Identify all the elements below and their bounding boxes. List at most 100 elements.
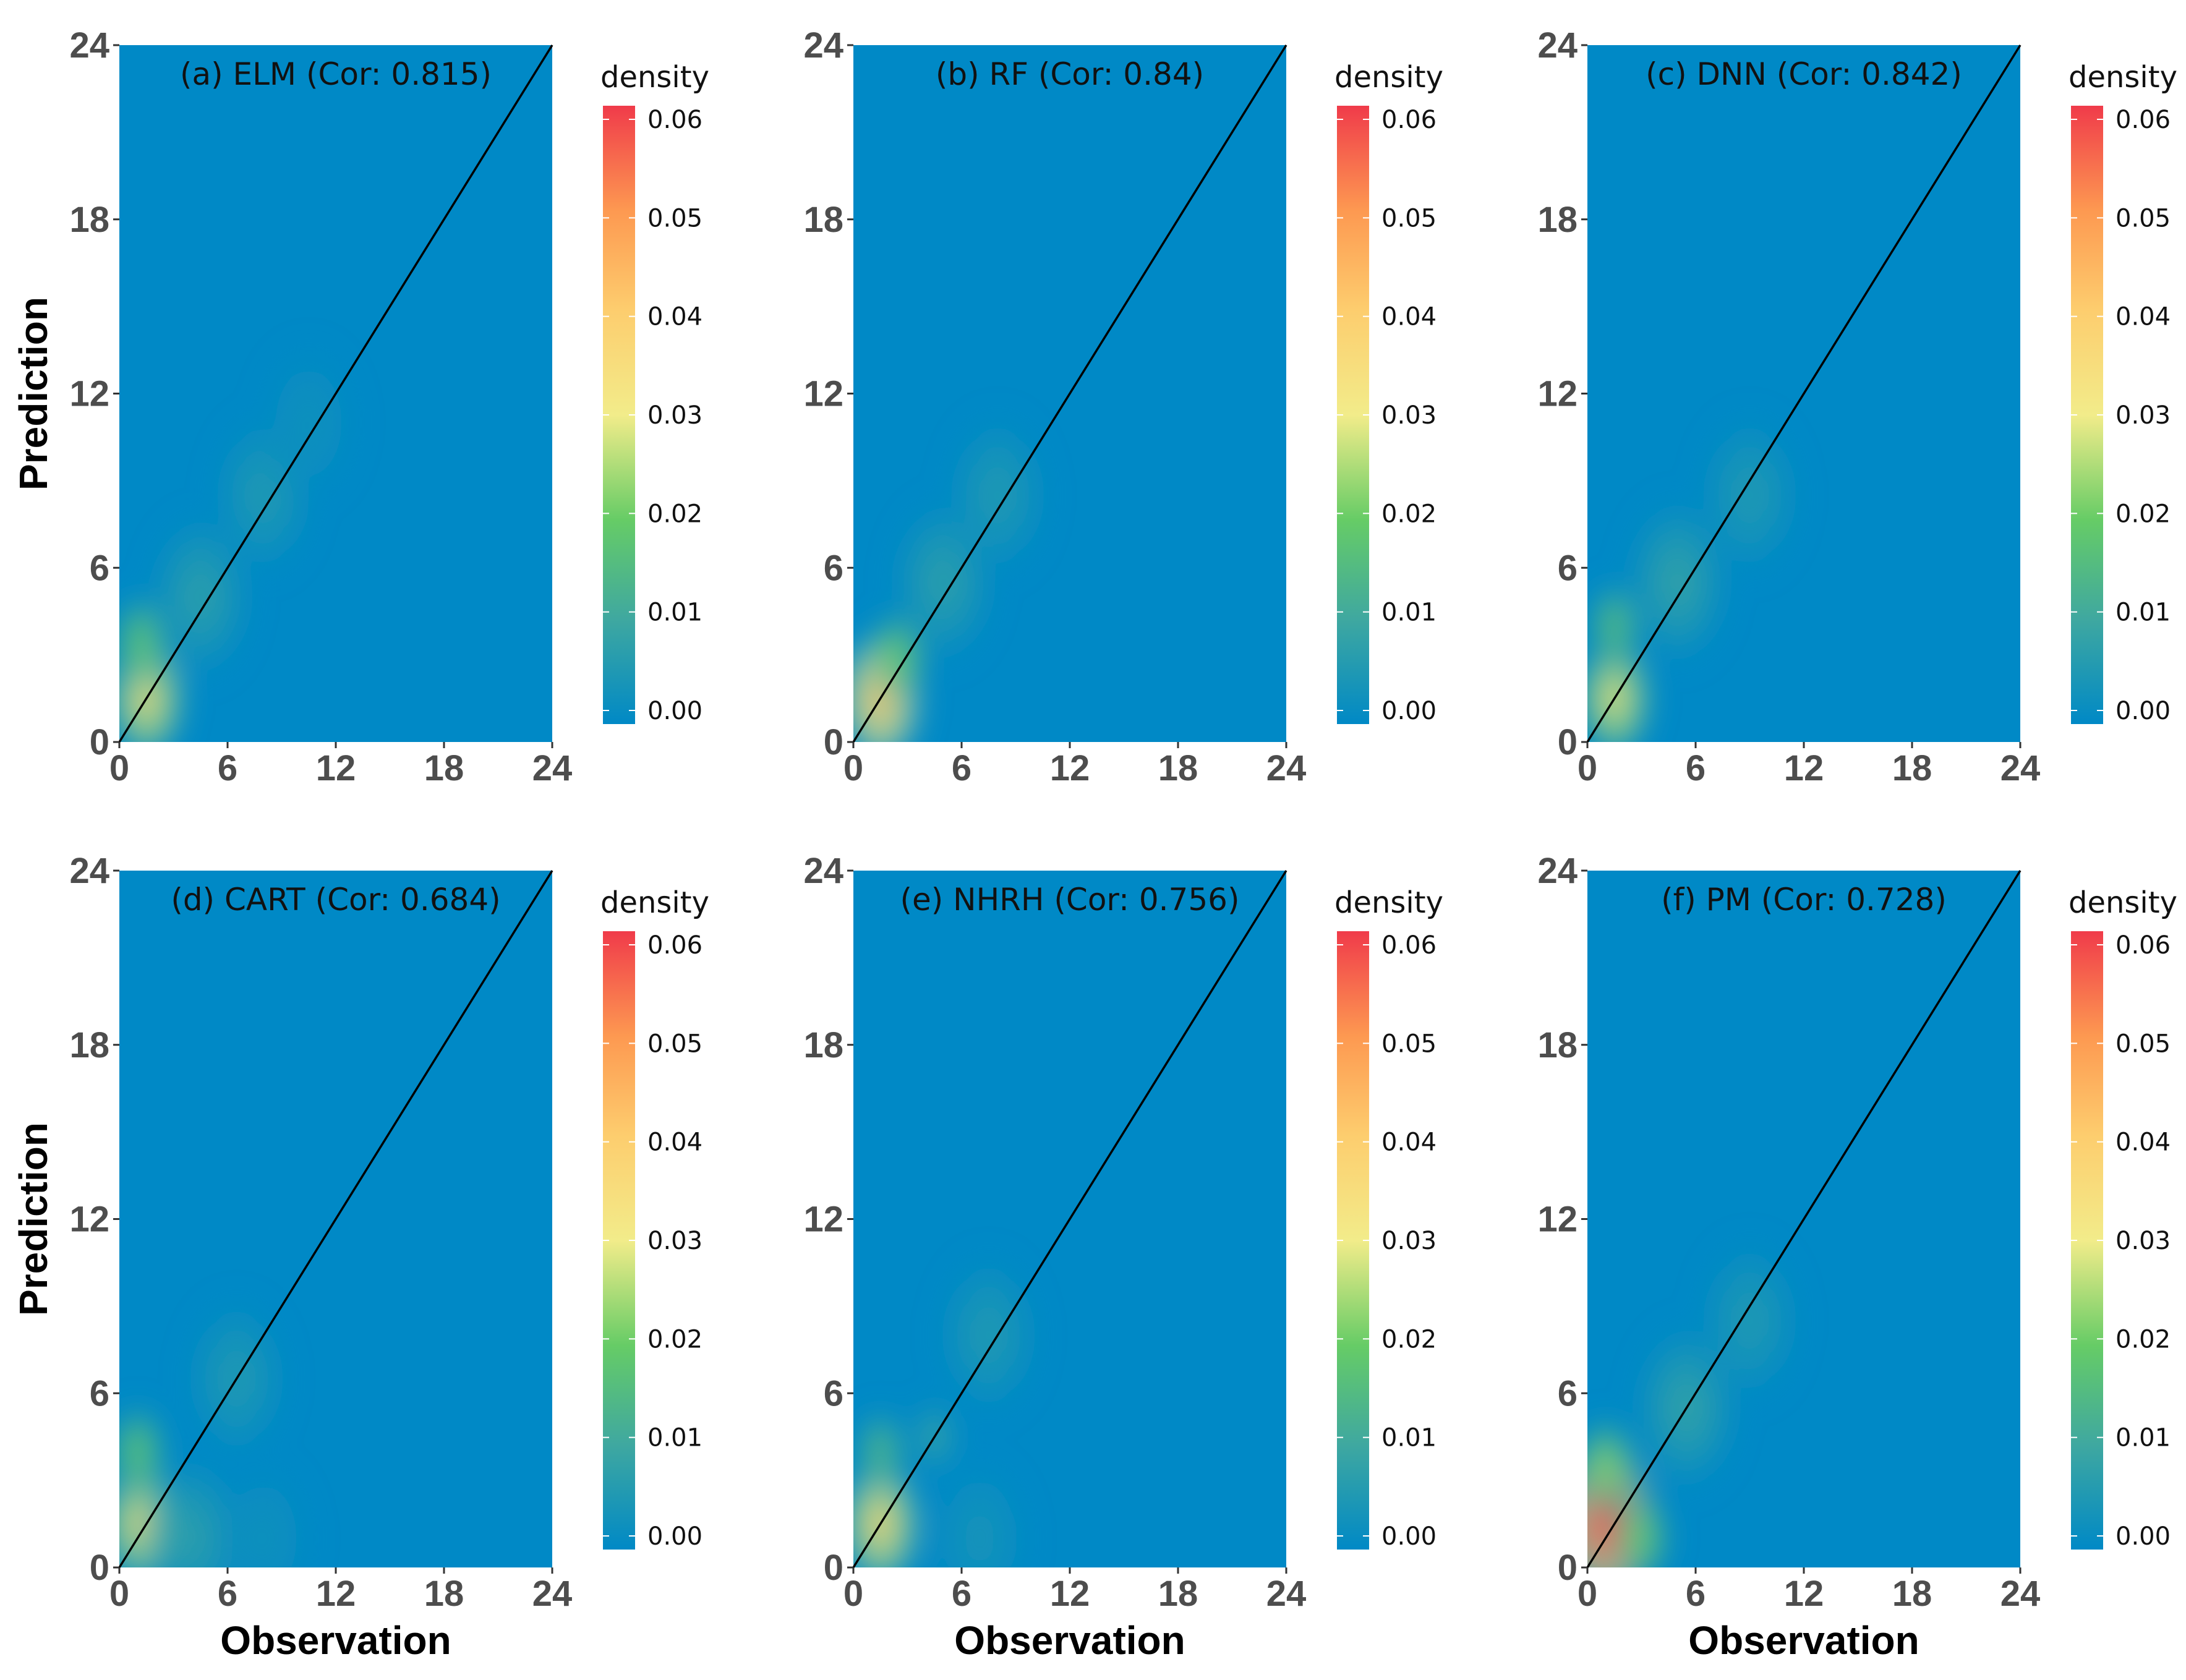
x-tick-label: 24: [532, 748, 573, 788]
density-field: [119, 339, 361, 742]
legend-tick-label: 0.03: [647, 401, 702, 430]
y-tick-label: 12: [1537, 374, 1578, 414]
y-tick-label: 24: [803, 851, 843, 891]
legend-tick-label: 0.00: [1381, 697, 1437, 725]
legend-title: density: [2069, 885, 2177, 920]
y-tick-label: 12: [803, 374, 843, 414]
legend-tick-label: 0.02: [1381, 500, 1437, 528]
legend-tick-label: 0.00: [1381, 1522, 1437, 1551]
y-tick-label: 18: [1537, 200, 1578, 240]
legend-title: density: [600, 885, 709, 920]
density-peak: [1696, 408, 1804, 582]
identity-line: [852, 45, 1287, 743]
y-axis-title: Prediction: [11, 297, 56, 490]
panel-title: (c) DNN (Cor: 0.842): [1646, 56, 1962, 92]
legend-tick-label: 0.01: [647, 599, 702, 627]
chart-panel-5: 0 6 12 18 24 0 6 12 18 24 (f) PM (Cor: 0.728) Obser…: [1537, 851, 2177, 1663]
y-tick-label: 0: [1558, 722, 1578, 762]
x-tick-label: 18: [1158, 1574, 1198, 1614]
x-tick-label: 0: [109, 748, 129, 788]
identity-line: [1586, 45, 2022, 743]
panel-title: (f) PM (Cor: 0.728): [1661, 882, 1947, 918]
density-legend: density 0.00 0.01 0.02 0.03 0.04 0.05 0.06: [600, 885, 709, 1551]
legend-tick-label: 0.00: [647, 1522, 702, 1551]
identity-line: [852, 870, 1287, 1568]
legend-tick-label: 0.04: [2116, 303, 2171, 331]
legend-tick-label: 0.01: [1381, 1424, 1437, 1452]
panel-title: (a) ELM (Cor: 0.815): [180, 56, 492, 92]
identity-line: [118, 45, 553, 743]
legend-tick-label: 0.06: [2116, 106, 2171, 134]
x-tick-label: 6: [218, 748, 237, 788]
y-tick-label: 12: [1537, 1200, 1578, 1240]
x-tick-label: 12: [1050, 1574, 1090, 1614]
legend-tick-label: 0.05: [647, 204, 702, 232]
y-tick-label: 24: [69, 851, 109, 891]
y-tick-label: 18: [803, 200, 843, 240]
x-tick-label: 6: [1686, 1574, 1706, 1614]
legend-tick-label: 0.02: [647, 1325, 702, 1354]
y-tick-label: 6: [90, 1373, 109, 1414]
x-tick-label: 24: [2000, 748, 2041, 788]
x-tick-label: 18: [424, 1574, 464, 1614]
x-tick-label: 0: [1578, 748, 1597, 788]
density-peak: [1696, 1234, 1804, 1408]
legend-tick-label: 0.03: [2116, 401, 2171, 430]
legend-tick-label: 0.00: [647, 697, 702, 725]
legend-tick-label: 0.02: [647, 500, 702, 528]
legend-tick-label: 0.05: [2116, 204, 2171, 232]
legend-tick-label: 0.01: [1381, 599, 1437, 627]
legend-title: density: [1334, 885, 1443, 920]
chart-panel-4: 0 6 12 18 24 0 6 12 18 24 (e) NHRH (Cor: 0.756) Obs…: [803, 851, 1443, 1663]
y-tick-label: 24: [1537, 851, 1578, 891]
legend-tick-label: 0.05: [2116, 1030, 2171, 1058]
y-tick-label: 12: [803, 1200, 843, 1240]
y-tick-label: 18: [69, 1025, 109, 1065]
legend-tick-label: 0.03: [2116, 1227, 2171, 1255]
legend-title: density: [2069, 60, 2177, 95]
density-legend: density 0.00 0.01 0.02 0.03 0.04 0.05 0.06: [2069, 60, 2177, 725]
legend-tick-label: 0.02: [1381, 1325, 1437, 1354]
density-peak: [944, 408, 1052, 582]
x-tick-label: 0: [843, 1574, 863, 1614]
panel-title: (b) RF (Cor: 0.84): [936, 56, 1204, 92]
chart-panel-2: 0 6 12 18 24 0 6 12 18 24 (c) DNN (Cor: 0.842) dens…: [1537, 25, 2177, 788]
legend-tick-label: 0.05: [1381, 1030, 1437, 1058]
x-tick-label: 18: [424, 748, 464, 788]
x-tick-label: 12: [1784, 748, 1824, 788]
y-tick-label: 0: [824, 722, 843, 762]
panel-title: (d) CART (Cor: 0.684): [171, 882, 500, 918]
legend-tick-label: 0.03: [647, 1227, 702, 1255]
density-peak: [257, 339, 361, 506]
y-tick-label: 12: [69, 1200, 109, 1240]
y-tick-label: 6: [824, 1373, 843, 1414]
x-tick-label: 12: [316, 1574, 356, 1614]
identity-line: [118, 870, 553, 1568]
x-tick-label: 0: [843, 748, 863, 788]
x-axis-title: Observation: [954, 1618, 1185, 1663]
legend-tick-label: 0.01: [2116, 599, 2171, 627]
legend-tick-label: 0.04: [1381, 1128, 1437, 1157]
x-tick-label: 24: [532, 1574, 573, 1614]
x-tick-label: 18: [1158, 748, 1198, 788]
density-legend: density 0.00 0.01 0.02 0.03 0.04 0.05 0.06: [1334, 885, 1443, 1551]
legend-title: density: [1334, 60, 1443, 95]
y-tick-label: 6: [824, 548, 843, 588]
density-legend: density 0.00 0.01 0.02 0.03 0.04 0.05 0.06: [600, 60, 709, 725]
x-tick-label: 18: [1892, 1574, 1932, 1614]
chart-panel-1: 0 6 12 18 24 0 6 12 18 24 (b) RF (Cor: 0.84) densit…: [803, 25, 1443, 788]
x-tick-label: 12: [1784, 1574, 1824, 1614]
y-tick-label: 0: [90, 722, 109, 762]
density-legend: density 0.00 0.01 0.02 0.03 0.04 0.05 0.06: [2069, 885, 2177, 1551]
y-tick-label: 18: [803, 1025, 843, 1065]
legend-tick-label: 0.01: [2116, 1424, 2171, 1452]
density-peak: [853, 1404, 910, 1499]
x-tick-label: 12: [1050, 748, 1090, 788]
legend-tick-label: 0.03: [1381, 401, 1437, 430]
legend-tick-label: 0.00: [2116, 697, 2171, 725]
x-tick-label: 6: [952, 748, 971, 788]
y-tick-label: 24: [803, 25, 843, 66]
identity-line: [1586, 870, 2022, 1568]
legend-tick-label: 0.00: [2116, 1522, 2171, 1551]
